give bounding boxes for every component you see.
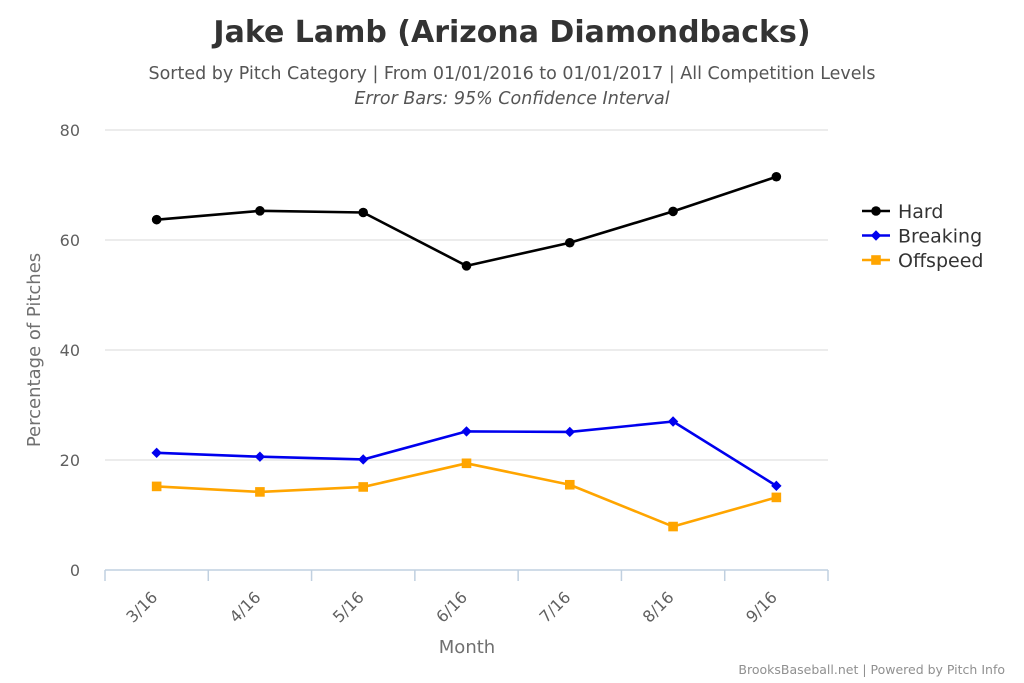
data-point-hard[interactable] (255, 206, 265, 216)
x-tick-label: 9/16 (742, 588, 781, 627)
data-point-breaking[interactable] (564, 426, 575, 438)
chart-subtitle-error-bars: Error Bars: 95% Confidence Interval (354, 89, 669, 109)
y-tick-label: 60 (60, 231, 80, 250)
data-point-hard[interactable] (461, 261, 472, 271)
credits[interactable]: BrooksBaseball.net | Powered by Pitch In… (738, 662, 1005, 677)
data-point-breaking[interactable] (771, 480, 782, 492)
data-point-hard[interactable] (668, 206, 678, 217)
data-point-hard[interactable] (771, 171, 782, 182)
series-breaking (151, 416, 782, 492)
series-line-offspeed (156, 461, 777, 528)
legend-marker[interactable] (870, 230, 882, 241)
grid-lines (105, 129, 828, 461)
data-point-breaking[interactable] (254, 451, 266, 462)
y-tick-label: 20 (60, 451, 80, 470)
data-point-breaking[interactable] (358, 454, 369, 465)
legend-marker[interactable] (871, 206, 881, 216)
chart-subtitle: Sorted by Pitch Category | From 01/01/20… (148, 64, 875, 84)
data-point-breaking[interactable] (667, 416, 679, 427)
series-group (151, 171, 782, 532)
data-point-offspeed[interactable] (668, 521, 678, 532)
data-point-breaking[interactable] (151, 447, 162, 459)
data-point-hard[interactable] (358, 207, 369, 218)
data-point-offspeed[interactable] (151, 481, 162, 492)
data-point-breaking[interactable] (461, 426, 472, 437)
legend-item-offspeed[interactable]: Offspeed (862, 250, 983, 272)
y-tick-label: 40 (60, 341, 80, 360)
data-point-offspeed[interactable] (771, 492, 782, 503)
x-axis: 3/16 4/16 5/16 6/16 7/16 8/16 9/16 (104, 569, 829, 627)
y-axis-label: Percentage of Pitches (24, 253, 45, 447)
chart-title: Jake Lamb (Arizona Diamondbacks) (211, 15, 810, 50)
legend-label: Breaking (898, 226, 982, 248)
series-line-hard (156, 175, 777, 268)
legend-marker[interactable] (871, 255, 881, 265)
x-tick-label: 5/16 (329, 588, 368, 627)
data-point-offspeed[interactable] (255, 487, 265, 497)
data-point-offspeed[interactable] (358, 482, 369, 492)
legend-item-breaking[interactable]: Breaking (862, 226, 982, 248)
series-offspeed (151, 458, 782, 532)
legend-item-hard[interactable]: Hard (862, 201, 943, 223)
x-tick-label: 6/16 (432, 588, 471, 627)
x-tick-label: 4/16 (226, 588, 265, 627)
data-point-hard[interactable] (151, 214, 162, 225)
x-tick-label: 3/16 (122, 588, 161, 627)
legend-label: Hard (898, 201, 943, 223)
series-hard (151, 171, 782, 271)
data-point-hard[interactable] (564, 237, 575, 248)
data-point-offspeed[interactable] (564, 479, 575, 490)
x-tick-label: 8/16 (639, 588, 678, 627)
data-point-offspeed[interactable] (461, 458, 472, 469)
legend-label: Offspeed (898, 250, 983, 272)
y-tick-label: 0 (70, 561, 80, 580)
x-axis-label: Month (439, 637, 495, 658)
y-tick-label: 80 (60, 121, 80, 140)
x-tick-label: 7/16 (536, 588, 575, 627)
y-axis-ticks: 0 20 40 60 80 (60, 121, 80, 580)
